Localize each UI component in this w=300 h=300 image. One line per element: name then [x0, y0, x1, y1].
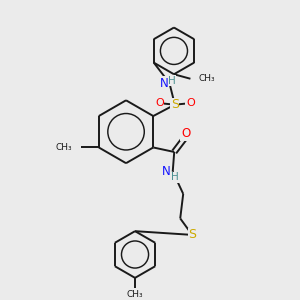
- Text: O: O: [181, 128, 190, 140]
- Text: H: H: [168, 76, 176, 86]
- Text: S: S: [171, 98, 179, 111]
- Text: CH₃: CH₃: [127, 290, 143, 299]
- Text: CH₃: CH₃: [55, 143, 72, 152]
- Text: N: N: [162, 165, 170, 178]
- Text: S: S: [188, 228, 196, 242]
- Text: O: O: [186, 98, 195, 108]
- Text: H: H: [171, 172, 179, 182]
- Text: O: O: [155, 98, 164, 108]
- Text: CH₃: CH₃: [199, 74, 215, 83]
- Text: N: N: [160, 76, 168, 90]
